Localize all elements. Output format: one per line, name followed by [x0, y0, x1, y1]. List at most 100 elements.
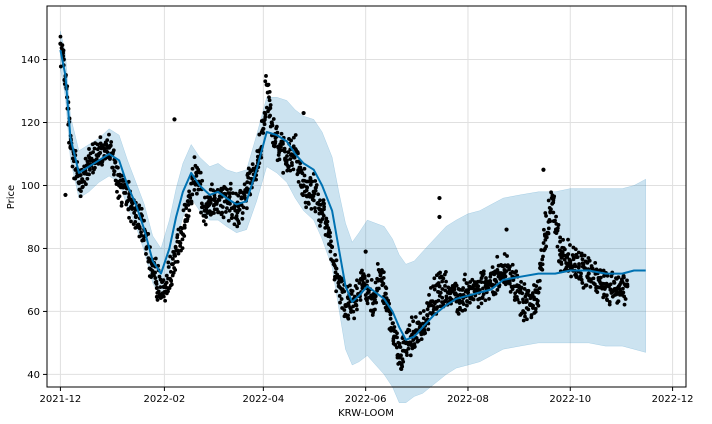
observed-point: [330, 259, 335, 263]
observed-point: [535, 298, 540, 303]
observed-point: [598, 275, 603, 280]
observed-point: [355, 286, 359, 291]
observed-point: [337, 294, 342, 298]
observed-point: [411, 319, 416, 324]
observed-point: [321, 213, 326, 218]
observed-point: [170, 256, 175, 261]
observed-point: [388, 316, 393, 321]
observed-point: [124, 202, 129, 207]
observed-point: [381, 275, 386, 280]
observed-point: [250, 162, 255, 167]
observed-point: [576, 250, 581, 255]
observed-point: [260, 128, 265, 133]
observed-point: [98, 150, 103, 155]
observed-point: [521, 297, 525, 302]
observed-point: [463, 272, 467, 277]
observed-point: [540, 267, 545, 272]
observed-point: [180, 246, 185, 251]
observed-point: [544, 235, 549, 240]
observed-point: [95, 142, 100, 147]
observed-point: [569, 274, 573, 279]
observed-point: [318, 219, 323, 224]
observed-point: [435, 305, 440, 309]
observed-point: [230, 213, 234, 217]
observed-point: [497, 284, 501, 289]
observed-point: [173, 253, 178, 258]
observed-point: [580, 281, 585, 285]
observed-point: [625, 278, 629, 283]
x-axis-label: KRW-LOOM: [338, 408, 394, 419]
x-tick-label: 2021-12: [40, 394, 82, 405]
observed-point: [623, 297, 628, 301]
observed-point: [267, 89, 272, 94]
observed-point: [164, 280, 169, 285]
observed-point: [616, 275, 621, 280]
observed-point: [214, 202, 219, 206]
observed-point: [549, 190, 554, 195]
observed-point: [534, 284, 539, 289]
observed-point: [454, 299, 459, 304]
observed-point: [175, 239, 180, 244]
observed-point: [263, 79, 268, 84]
observed-point: [58, 34, 63, 39]
observed-point: [166, 289, 170, 294]
observed-point: [227, 194, 232, 199]
observed-point: [558, 235, 563, 240]
observed-point: [242, 191, 246, 196]
observed-point: [566, 252, 571, 256]
observed-point: [235, 224, 240, 229]
observed-point: [154, 282, 159, 286]
observed-point: [354, 302, 358, 307]
observed-point: [144, 252, 148, 256]
observed-point: [175, 233, 180, 237]
observed-point: [127, 195, 131, 200]
observed-point: [517, 300, 522, 305]
observed-point: [409, 315, 414, 320]
observed-point: [157, 274, 162, 279]
observed-point: [358, 276, 363, 281]
observed-point: [93, 165, 97, 170]
observed-point: [419, 337, 424, 341]
plot-frame: [46, 5, 687, 388]
observed-point: [268, 103, 273, 107]
observed-point: [123, 191, 128, 195]
observed-point: [455, 293, 460, 298]
observed-point: [365, 301, 370, 306]
observed-point: [254, 177, 258, 182]
observed-point: [178, 241, 183, 246]
observed-point: [153, 276, 158, 280]
observed-point: [310, 179, 315, 184]
observed-point: [231, 191, 235, 196]
observed-point: [266, 109, 270, 114]
observed-point: [328, 249, 333, 254]
observed-point: [100, 162, 104, 167]
observed-point: [96, 154, 101, 158]
observed-point: [403, 341, 408, 346]
observed-point: [87, 167, 92, 172]
observed-point: [113, 159, 118, 164]
observed-point: [225, 187, 230, 192]
observed-point: [224, 210, 228, 214]
x-axis: 2021-12 2022-02 2022-04 2022-06 2022-08 2022-…: [40, 387, 693, 405]
observed-point: [129, 219, 133, 224]
observed-point: [70, 164, 75, 169]
observed-point: [241, 205, 246, 210]
observed-point: [395, 331, 399, 336]
observed-point: [562, 247, 567, 252]
observed-point: [304, 188, 309, 193]
observed-point: [616, 299, 621, 304]
observed-point: [85, 159, 90, 164]
observed-point: [462, 277, 467, 282]
observed-point: [192, 188, 197, 192]
observed-point: [414, 336, 419, 340]
observed-point: [242, 182, 247, 187]
observed-point: [220, 205, 225, 209]
observed-point: [215, 207, 219, 212]
observed-point: [222, 199, 227, 204]
observed-point: [519, 285, 524, 290]
observed-point: [515, 297, 520, 302]
y-tick-label: 100: [21, 181, 40, 192]
observed-point: [357, 281, 362, 285]
observed-point: [365, 279, 370, 284]
